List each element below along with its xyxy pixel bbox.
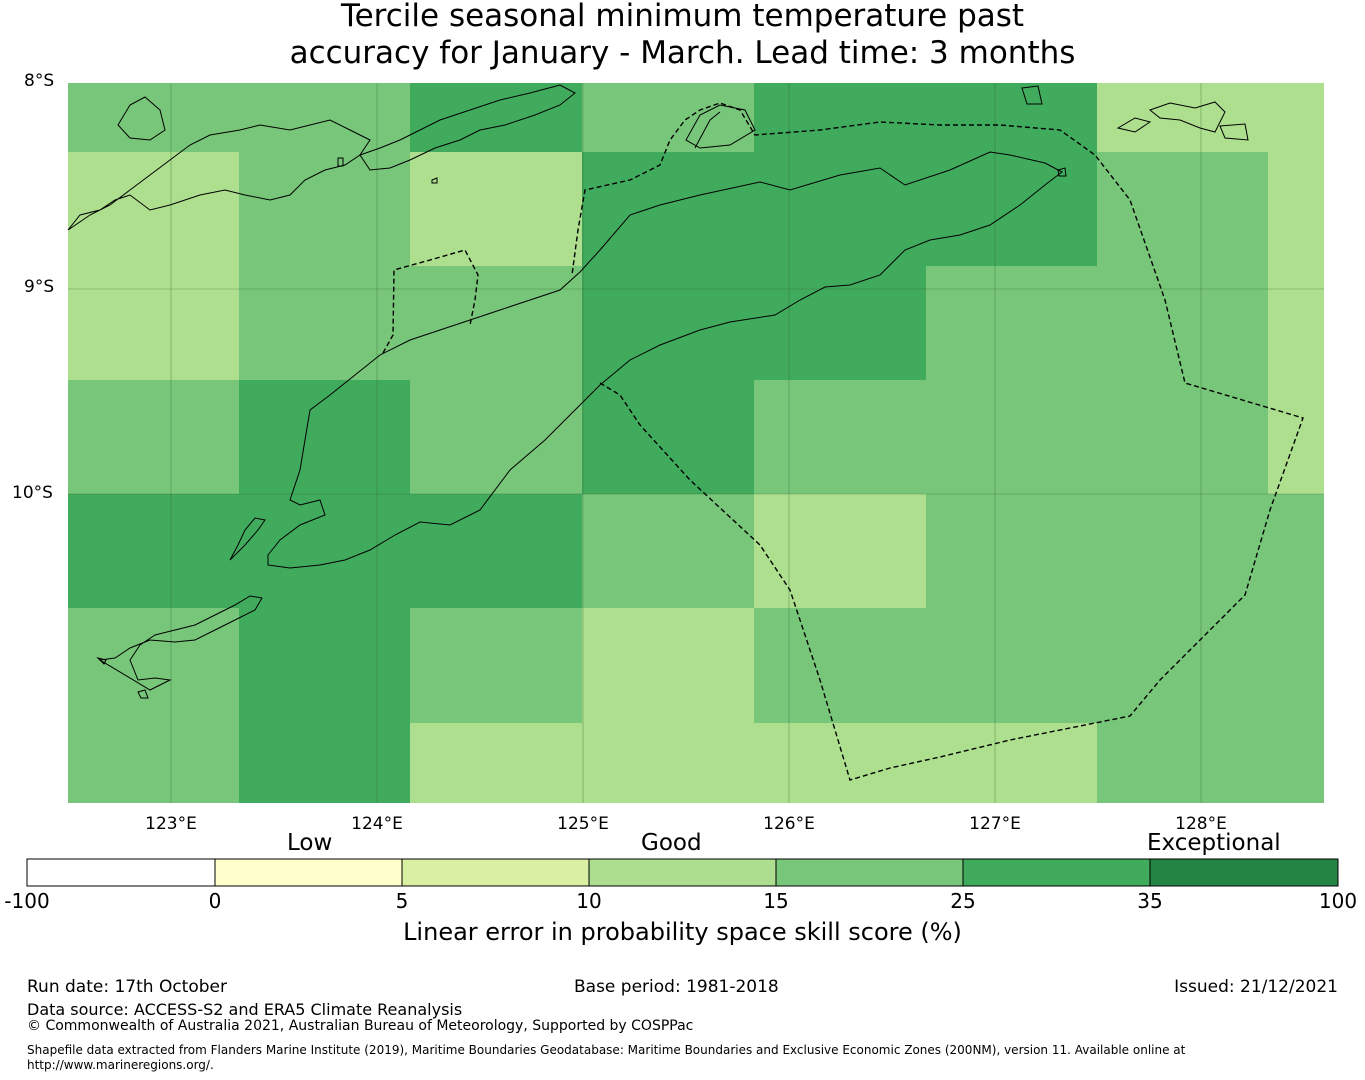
small-island-3 [431,177,438,184]
base-period: Base period: 1981-2018 [574,977,779,997]
alor-coastline [359,84,576,171]
lon-label-126e: 126°E [763,814,815,834]
small-island-5 [137,689,149,699]
colorbar-segment-neg100-0 [26,858,216,887]
colorbar-segment-0-5 [214,858,403,887]
lon-label-123e: 123°E [145,814,197,834]
colorbar-tick-neg100: -100 [4,889,50,913]
romang-coastline [1116,117,1152,133]
lat-label-9s: 9°S [24,277,55,297]
category-low: Low [287,830,333,856]
skill-cells-10-15 [68,83,1324,803]
lon-label-127e: 127°E [969,814,1021,834]
graticule [68,83,1324,803]
shapefile-attribution-line1: Shapefile data extracted from Flanders M… [27,1043,1186,1057]
copyright-notice: © Commonwealth of Australia 2021, Austra… [27,1018,694,1034]
run-date: Run date: 17th October [27,977,227,997]
colorbar-segment-15-25 [775,858,964,887]
colorbar-segment-25-35 [962,858,1151,887]
oecusse-boundary [382,249,479,354]
lon-label-124e: 124°E [351,814,403,834]
skill-cells-15-25 [68,83,1324,803]
colorbar-tick-10: 10 [576,889,602,913]
lon-label-128e: 128°E [1175,814,1227,834]
lat-label-8s: 8°S [24,71,55,91]
category-good: Good [641,830,702,856]
colorbar-tick-35: 35 [1137,889,1163,913]
colorbar-segment-35-100 [1149,858,1339,887]
lon-label-125e: 125°E [557,814,609,834]
small-island-1 [1021,85,1043,105]
skill-grid [68,83,1324,803]
chart-title-line2: accuracy for January - March. Lead time:… [289,35,1076,71]
colorbar-tick-0: 0 [208,889,222,913]
category-exceptional: Exceptional [1147,830,1281,856]
issued-date: Issued: 21/12/2021 [1174,977,1338,997]
data-source: Data source: ACCESS-S2 and ERA5 Climate … [27,1000,463,1019]
small-island-2 [1057,167,1067,177]
chart-title-line1: Tercile seasonal minimum temperature pas… [340,0,1025,34]
lat-label-10s: 10°S [12,483,53,503]
shapefile-attribution-line2: http://www.marineregions.org/. [27,1058,214,1072]
colorbar-tick-5: 5 [395,889,409,913]
colorbar-segment-5-10 [401,858,590,887]
adonara-coastline [117,96,166,141]
babar-coastline [1148,101,1226,133]
timor-leste-eez-boundary [571,102,1304,781]
sermata-coastline [1219,123,1249,141]
small-island-4 [337,157,344,167]
colorbar-tick-25: 25 [950,889,976,913]
skill-cells-25-35 [68,83,1097,803]
rote-coastline [229,517,266,561]
sumba-coastline [98,595,263,691]
small-island-6 [96,657,107,665]
colorbar-segment-10-15 [588,858,777,887]
wetar-inner [694,111,721,149]
timor-coastline [267,151,1063,569]
coastlines [67,84,1249,699]
colorbar-tick-100: 100 [1318,889,1358,913]
wetar-coastline [685,104,756,149]
colorbar-tick-15: 15 [763,889,789,913]
maritime-boundaries [382,102,1304,781]
colorbar-segments [26,858,1339,887]
colorbar-title: Linear error in probability space skill … [403,918,962,946]
